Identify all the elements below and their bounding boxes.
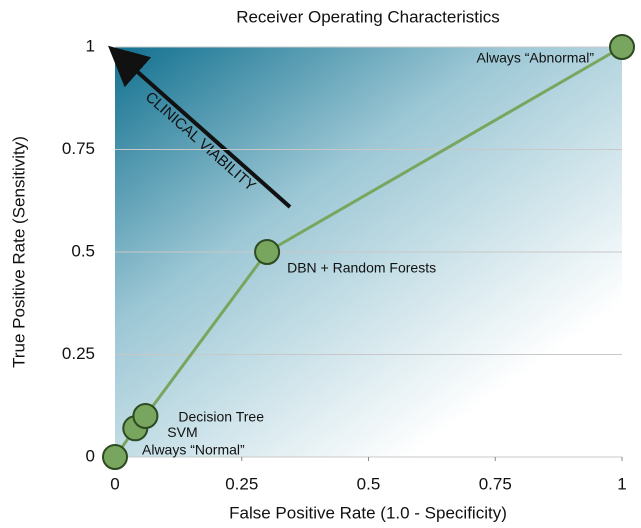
x-tick-label: 0.25 <box>225 474 258 493</box>
point-label: Always “Abnormal” <box>477 50 595 66</box>
x-axis-label: False Positive Rate (1.0 - Specificity) <box>229 503 507 522</box>
y-tick-label: 0.25 <box>62 344 95 363</box>
x-tick-label: 0.75 <box>479 474 512 493</box>
y-tick-label: 0.75 <box>62 139 95 158</box>
x-tick-label: 0.5 <box>357 474 381 493</box>
y-axis-label: True Positive Rate (Sensitivity) <box>9 136 28 368</box>
point-label: Always “Normal” <box>142 442 245 458</box>
y-tick-label: 0 <box>86 446 95 465</box>
y-tick-label: 0.5 <box>71 241 95 260</box>
chart-title: Receiver Operating Characteristics <box>236 7 500 26</box>
point-label: SVM <box>167 424 197 440</box>
point <box>132 403 159 429</box>
x-tick-label: 1 <box>617 474 626 493</box>
annotation-arrow <box>108 45 292 209</box>
point <box>102 444 128 470</box>
x-tick-label: 0 <box>110 474 119 493</box>
y-tick-label: 1 <box>86 36 95 55</box>
point-label: DBN + Random Forests <box>287 260 436 276</box>
point-label: Decision Tree <box>178 409 264 425</box>
point <box>609 34 635 60</box>
point <box>254 239 281 265</box>
